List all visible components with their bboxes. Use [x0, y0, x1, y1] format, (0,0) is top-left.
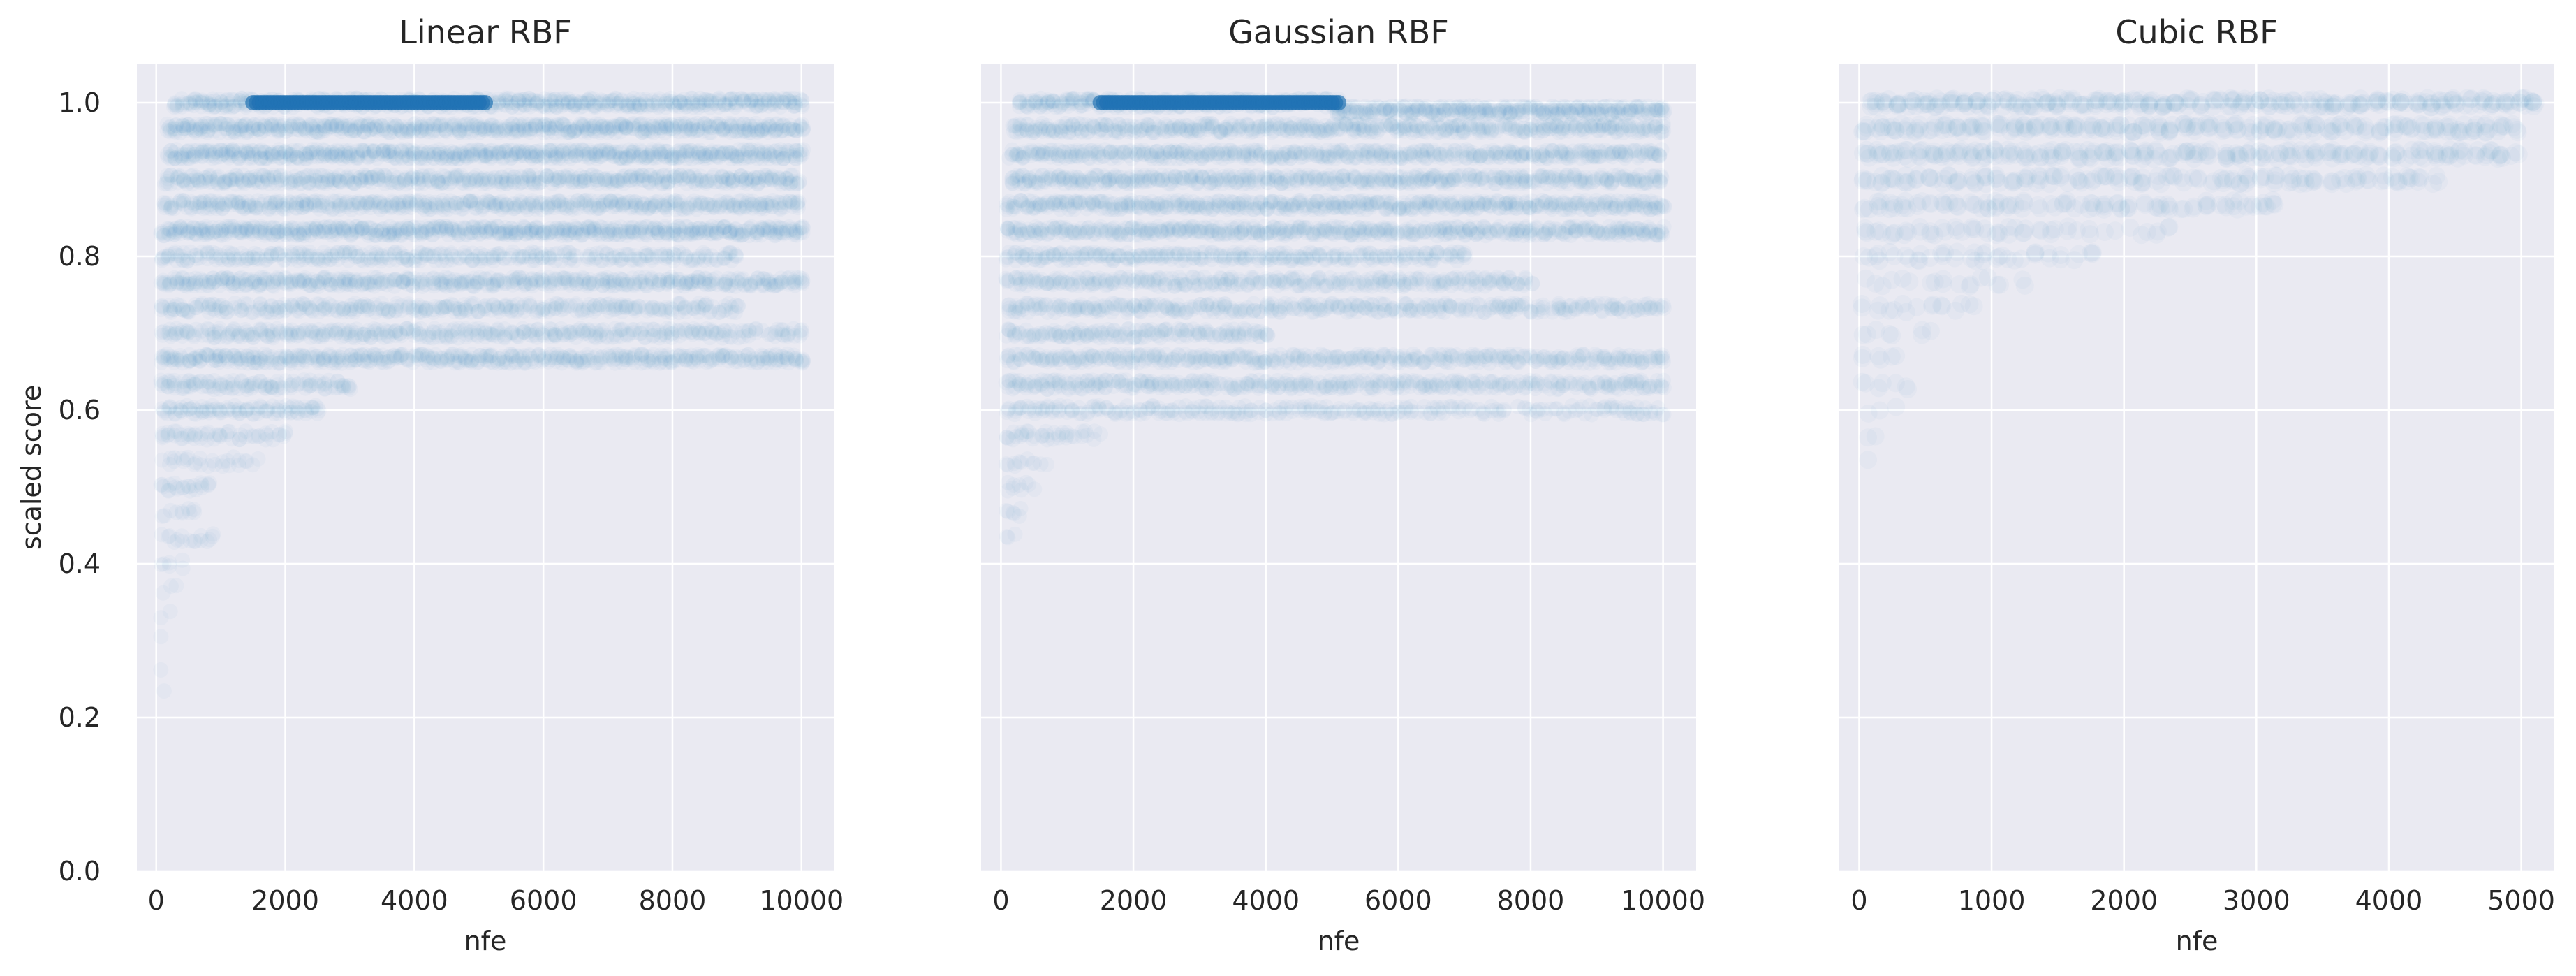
- scatter-point: [741, 323, 756, 338]
- scatter-point: [394, 298, 409, 314]
- scatter-point: [367, 275, 382, 291]
- scatter-point: [321, 302, 337, 317]
- scatter-point: [224, 246, 240, 261]
- scatter-point: [273, 168, 288, 183]
- scatter-point: [795, 120, 811, 136]
- scatter-point: [692, 325, 707, 340]
- scatter-point: [645, 303, 661, 318]
- scatter-point: [341, 219, 356, 235]
- scatter-point: [794, 219, 809, 235]
- scatter-point: [469, 196, 485, 212]
- scatter-point: [790, 195, 805, 210]
- points: [186, 93, 811, 344]
- scatter-point: [795, 147, 810, 162]
- scatter-point: [702, 277, 718, 292]
- scatter-point: [794, 93, 809, 108]
- scatter-point: [247, 198, 263, 213]
- scatter-point: [618, 121, 633, 136]
- scatter-point: [186, 329, 202, 344]
- scatter-point: [619, 326, 635, 342]
- grid: [137, 64, 834, 873]
- scatter-point: [638, 248, 654, 263]
- plot-area: [137, 64, 834, 871]
- scatter-point: [472, 125, 487, 140]
- scatter-point: [212, 329, 228, 344]
- scatter-point: [672, 328, 687, 344]
- scatter-point: [790, 176, 805, 191]
- scatter-point: [702, 147, 718, 162]
- scatter-point: [506, 201, 521, 216]
- scatter-point: [567, 253, 582, 268]
- scatter-point: [730, 298, 746, 314]
- scatter-point: [678, 304, 693, 319]
- scatter-point: [794, 275, 809, 290]
- scatter-point: [566, 272, 582, 288]
- scatter-point: [528, 327, 543, 342]
- scatter-point: [774, 322, 789, 337]
- scatter-point: [538, 172, 553, 187]
- scatter-point: [632, 326, 647, 341]
- scatter-point: [705, 299, 720, 314]
- panel-linear-rbf: Linear RBF 0 2000 4000 6000 8000 10000 0.00.2…: [16, 13, 844, 956]
- scatter-point: [195, 148, 210, 163]
- scatter-point: [412, 276, 427, 291]
- scatter-point: [355, 143, 371, 159]
- scatter-point: [651, 96, 666, 112]
- scatter-point: [443, 247, 459, 263]
- scatter-point: [728, 247, 744, 262]
- scatter-point: [411, 220, 427, 235]
- scatter-point: [758, 195, 774, 210]
- scatter-point: [794, 322, 809, 337]
- scatter-point: [737, 277, 752, 292]
- scatter-point: [490, 272, 505, 288]
- scatter-point: [502, 251, 517, 266]
